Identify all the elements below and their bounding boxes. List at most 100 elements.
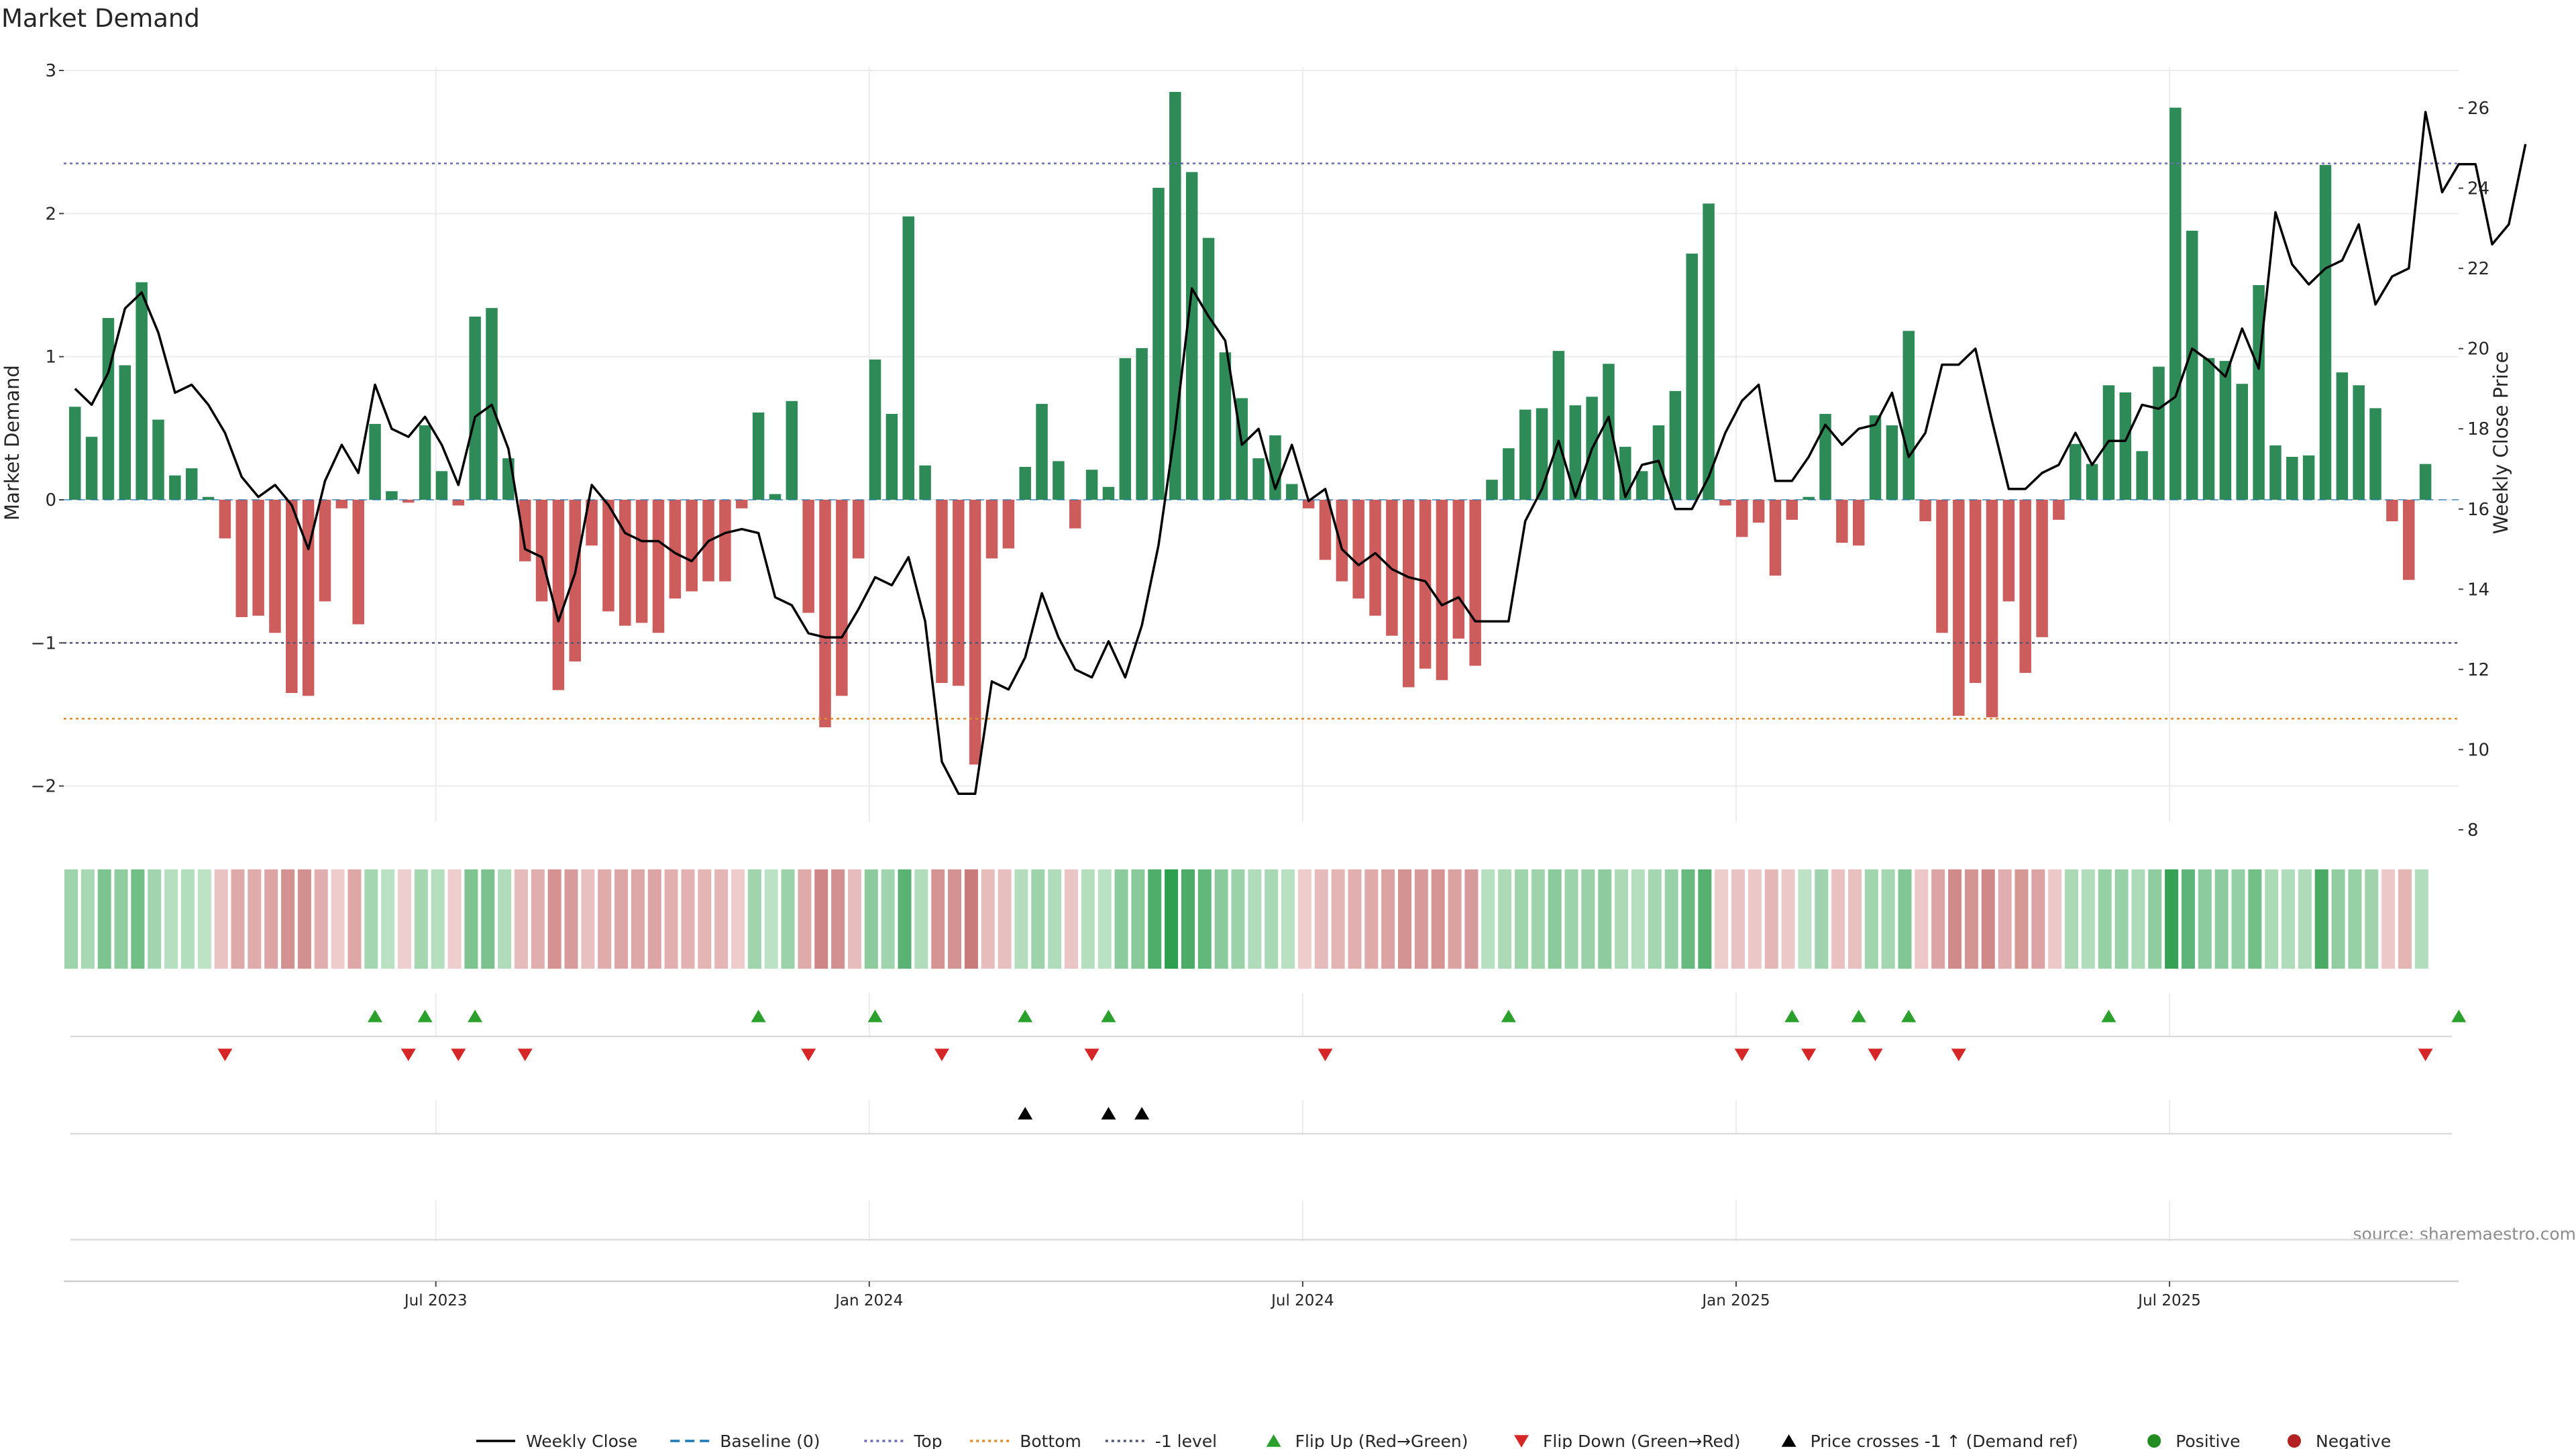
demand-bars bbox=[69, 92, 2432, 765]
legend-item: Top bbox=[864, 1432, 943, 1449]
flip-up-marker bbox=[1501, 1010, 1516, 1022]
heat-cell bbox=[180, 869, 195, 969]
demand-bar bbox=[452, 500, 465, 506]
heat-cell bbox=[498, 869, 512, 969]
heat-cell bbox=[1114, 869, 1128, 969]
heat-cell bbox=[564, 869, 578, 969]
heat-cell bbox=[197, 869, 211, 969]
demand-bar bbox=[302, 500, 315, 696]
heat-cell bbox=[1548, 869, 1562, 969]
heat-cell bbox=[2214, 869, 2229, 969]
heat-cell bbox=[347, 869, 362, 969]
demand-bar bbox=[1486, 480, 1498, 500]
demand-bar bbox=[969, 500, 981, 765]
heat-cell bbox=[1248, 869, 1262, 969]
demand-bar bbox=[386, 491, 398, 500]
heat-cell bbox=[1348, 869, 1362, 969]
heat-cell bbox=[2414, 869, 2428, 969]
heat-cell bbox=[847, 869, 861, 969]
heat-cell bbox=[114, 869, 128, 969]
demand-bar bbox=[769, 494, 782, 500]
heat-cell bbox=[1314, 869, 1328, 969]
demand-bar bbox=[1185, 172, 1198, 500]
heat-cell bbox=[1165, 869, 1179, 969]
heat-cell bbox=[1915, 869, 1929, 969]
heat-cell bbox=[1764, 869, 1778, 969]
demand-bar bbox=[2286, 457, 2298, 500]
legend-swatch bbox=[1781, 1434, 1796, 1447]
legend-label: Price crosses -1 ↑ (Demand ref) bbox=[1811, 1432, 2078, 1449]
demand-bar bbox=[1736, 500, 1748, 537]
flip-up-marker bbox=[1784, 1010, 1800, 1022]
demand-bar bbox=[1803, 496, 1815, 500]
legend-item: Flip Down (Green→Red) bbox=[1514, 1432, 1741, 1449]
heat-cell bbox=[1898, 869, 1912, 969]
demand-bar bbox=[1503, 448, 1515, 500]
x-tick-label: Jul 2024 bbox=[1270, 1292, 1334, 1309]
demand-bar bbox=[136, 282, 148, 500]
heat-cell bbox=[764, 869, 778, 969]
demand-bar bbox=[1002, 500, 1015, 549]
legend-swatch bbox=[1514, 1435, 1529, 1448]
demand-bar bbox=[936, 500, 948, 684]
heat-cell bbox=[1014, 869, 1028, 969]
demand-bar bbox=[2419, 464, 2432, 500]
demand-bar bbox=[2386, 500, 2398, 521]
legend-item: Negative bbox=[2288, 1432, 2391, 1449]
source-note: source: sharemaestro.com bbox=[2353, 1224, 2576, 1244]
demand-bar bbox=[2186, 230, 2198, 500]
demand-bar bbox=[1085, 470, 1098, 500]
heat-cell bbox=[1831, 869, 1845, 969]
heat-cell bbox=[1815, 869, 1829, 969]
legend-label: Flip Down (Green→Red) bbox=[1543, 1432, 1741, 1449]
demand-bar bbox=[1053, 461, 1065, 500]
heat-cell bbox=[631, 869, 645, 969]
heat-cell bbox=[297, 869, 311, 969]
demand-bar bbox=[435, 471, 448, 500]
demand-bar bbox=[586, 500, 598, 546]
demand-bar bbox=[286, 500, 298, 693]
heat-cell bbox=[1231, 869, 1245, 969]
legend-item: Positive bbox=[2147, 1432, 2241, 1449]
heat-cell bbox=[264, 869, 278, 969]
demand-bar bbox=[1536, 408, 1548, 500]
heat-cell bbox=[1798, 869, 1812, 969]
heat-cell bbox=[1748, 869, 1762, 969]
heat-cell bbox=[2165, 869, 2179, 969]
heat-cell bbox=[547, 869, 561, 969]
y2-tick-label: 16 bbox=[2467, 500, 2489, 520]
demand-bar bbox=[1036, 404, 1048, 500]
heat-cell bbox=[1265, 869, 1279, 969]
demand-bar bbox=[1369, 500, 1381, 616]
heat-cell bbox=[964, 869, 978, 969]
heat-cell bbox=[1514, 869, 1528, 969]
heat-cell bbox=[2398, 869, 2412, 969]
heat-cell bbox=[1414, 869, 1428, 969]
flip-down-marker bbox=[1734, 1049, 1750, 1061]
heat-cell bbox=[1948, 869, 1962, 969]
demand-bar bbox=[802, 500, 814, 613]
heat-cell bbox=[2131, 869, 2145, 969]
heat-cell bbox=[881, 869, 895, 969]
demand-bar bbox=[2119, 392, 2132, 500]
heat-cell bbox=[148, 869, 162, 969]
legend-label: Positive bbox=[2176, 1432, 2240, 1449]
heat-cell bbox=[1981, 869, 1995, 969]
demand-bar bbox=[2253, 285, 2265, 500]
heat-cell bbox=[1498, 869, 1512, 969]
heat-cell bbox=[698, 869, 712, 969]
heat-cell bbox=[1381, 869, 1395, 969]
heat-cell bbox=[1781, 869, 1795, 969]
flip-up-marker bbox=[1101, 1010, 1116, 1022]
demand-bar bbox=[869, 359, 881, 500]
price-cross-marker bbox=[1101, 1107, 1116, 1120]
heat-cell bbox=[814, 869, 828, 969]
demand-bar bbox=[2369, 408, 2381, 500]
heat-cell bbox=[214, 869, 228, 969]
demand-bar bbox=[269, 500, 281, 633]
heat-cell bbox=[231, 869, 245, 969]
flip-down-marker bbox=[517, 1049, 533, 1061]
demand-bar bbox=[885, 414, 898, 500]
heat-cell bbox=[1715, 869, 1729, 969]
